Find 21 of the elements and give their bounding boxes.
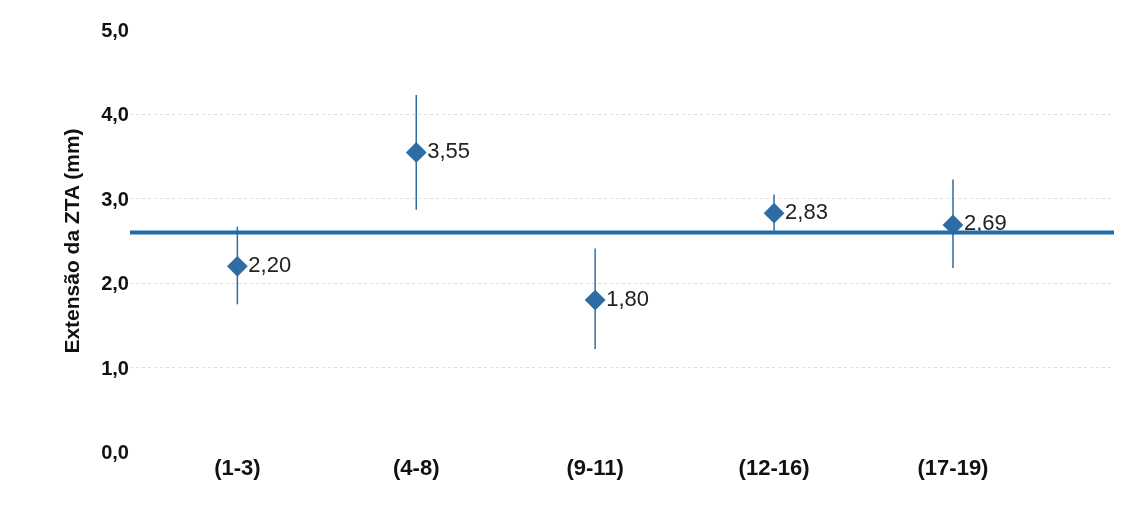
point — [763, 202, 785, 224]
x-tick-label: (12-16) — [738, 455, 810, 480]
y-tick-label: 5,0 — [101, 19, 129, 41]
y-tick-label: 1,0 — [101, 356, 129, 379]
data-label: 3,55 — [427, 137, 471, 163]
data-label: 2,83 — [785, 198, 828, 224]
y-tick-label: 0,0 — [101, 441, 129, 463]
x-tick-label: (17-19) — [917, 455, 989, 480]
point — [584, 289, 606, 311]
data-label: 2,69 — [963, 210, 1007, 236]
y-tick-label: 2,0 — [101, 272, 129, 295]
y-tick-label: 4,0 — [101, 103, 129, 126]
data-label: 1,80 — [606, 285, 649, 311]
y-tick-label: 3,0 — [101, 187, 129, 210]
x-tick-label: (1-3) — [214, 455, 261, 480]
x-tick-label: (9-11) — [566, 455, 624, 480]
x-tick-label: (4-8) — [393, 455, 440, 480]
y-axis-title: Extensão da ZTA (mm) — [60, 128, 84, 354]
point — [226, 255, 248, 277]
point — [405, 141, 427, 163]
data-label: 2,20 — [248, 251, 292, 277]
